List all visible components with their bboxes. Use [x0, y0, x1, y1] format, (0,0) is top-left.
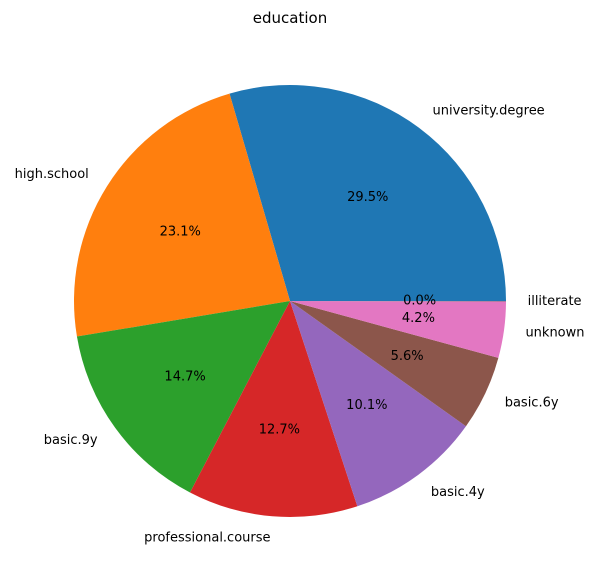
slice-high-school	[74, 93, 290, 337]
pct-label-basic-6y: 5.6%	[391, 349, 424, 364]
pct-label-unknown: 4.2%	[402, 311, 435, 326]
category-label-high-school: high.school	[15, 167, 89, 182]
pct-label-illiterate: 0.0%	[403, 294, 436, 309]
slice-unknown	[290, 301, 506, 358]
slice-basic-4y	[290, 301, 466, 507]
slice-basic-6y	[290, 301, 499, 427]
category-label-unknown: unknown	[525, 325, 584, 340]
category-label-professional-course: professional.course	[144, 530, 270, 545]
category-label-university-degree: university.degree	[433, 103, 545, 118]
labels-group: 29.5% university.degree 23.1% high.school 14…	[15, 103, 585, 545]
chart-title: education	[253, 9, 327, 27]
category-label-basic-6y: basic.6y	[505, 395, 559, 410]
slice-illiterate	[290, 301, 506, 302]
slice-professional-course	[190, 301, 358, 517]
slices-group	[74, 85, 506, 517]
slice-basic-9y	[76, 301, 291, 493]
pct-label-university-degree: 29.5%	[347, 190, 388, 205]
pct-label-basic-4y: 10.1%	[346, 398, 387, 413]
pct-label-professional-course: 12.7%	[259, 423, 300, 438]
category-label-basic-4y: basic.4y	[431, 485, 485, 500]
pct-label-basic-9y: 14.7%	[164, 370, 205, 385]
slice-university-degree	[229, 85, 506, 301]
pct-label-high-school: 23.1%	[160, 225, 201, 240]
category-label-basic-9y: basic.9y	[44, 433, 98, 448]
category-label-illiterate: illiterate	[528, 294, 582, 309]
